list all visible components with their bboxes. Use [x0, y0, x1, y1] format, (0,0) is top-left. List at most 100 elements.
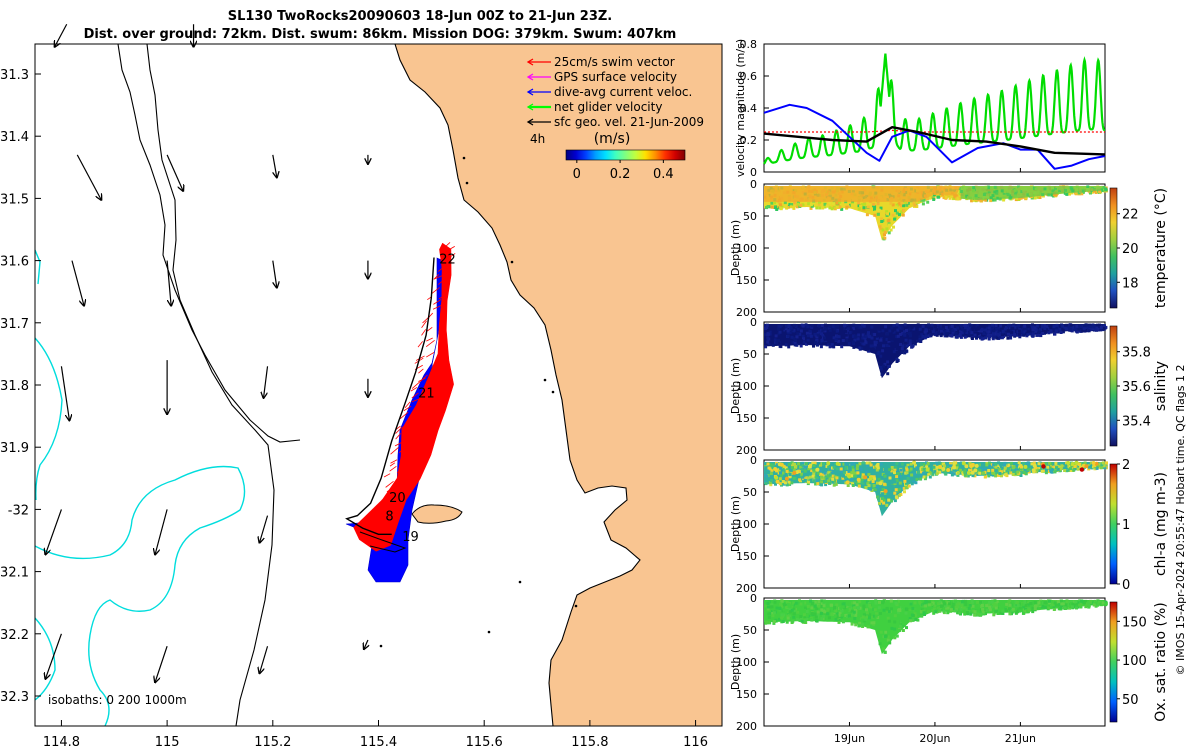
chl-a-sample — [994, 465, 998, 469]
chl-a-highlight — [792, 470, 797, 475]
salinity-sample — [900, 327, 904, 331]
oxygen-sample — [942, 609, 946, 613]
salinity-sample — [980, 327, 984, 331]
salinity-sample — [815, 343, 819, 347]
swim-vector — [438, 294, 447, 300]
oxygen-sample — [814, 617, 817, 621]
chl-a-sample — [883, 474, 887, 478]
oxygen-sample — [838, 613, 842, 617]
temperature-sample — [942, 196, 946, 200]
chl-a-sample — [832, 483, 836, 487]
chl-a-sample — [1010, 471, 1014, 475]
chl-a-colorbar — [1109, 463, 1118, 585]
salinity-colorbar — [1109, 325, 1118, 447]
chl-a-sample — [1046, 465, 1050, 469]
chl-a-sample — [765, 474, 769, 478]
salinity-sample — [1073, 326, 1077, 330]
chl-a-sample — [869, 487, 873, 491]
chl-a-sample — [1101, 461, 1105, 465]
oxygen-sample — [852, 610, 856, 614]
oxygen-sample — [975, 603, 979, 607]
chl-a-sample — [860, 477, 864, 481]
salinity-sample — [928, 330, 931, 334]
oxygen-sample — [1022, 605, 1026, 609]
oxygen-sample — [884, 630, 888, 634]
oxygen-sample — [1077, 601, 1081, 605]
temperature-sample — [898, 213, 901, 217]
oxygen-sample — [826, 608, 830, 612]
chl-a-sample — [963, 470, 967, 474]
chl-a-sample — [828, 467, 832, 471]
oxygen-sample — [914, 609, 918, 613]
salinity-sample — [1049, 330, 1053, 334]
oxygen-sample — [787, 602, 791, 606]
salinity-sample — [1091, 323, 1095, 327]
oxygen-sample — [993, 599, 997, 603]
salinity-sample — [1040, 325, 1044, 329]
salinity-sample — [887, 325, 891, 329]
salinity-sample — [1026, 330, 1030, 334]
swim-vector — [426, 352, 435, 358]
chl-a-sample — [808, 465, 812, 469]
oxygen-sample — [1068, 601, 1072, 605]
chl-a-sample — [1027, 464, 1030, 468]
chl-a-sample — [892, 496, 896, 500]
chl-a-sample — [922, 463, 926, 467]
salinity-sample — [823, 327, 827, 331]
oxygen-sample — [1053, 601, 1057, 605]
salinity-sample — [860, 323, 864, 327]
salinity-sample — [804, 323, 808, 327]
salinity-sample — [948, 328, 952, 332]
geo-velocity-vector-17 — [45, 633, 62, 679]
chl-a-y-tick-label: 150 — [736, 550, 757, 563]
temperature-sample — [776, 206, 780, 210]
chl-a-sample — [797, 469, 801, 473]
chl-a-sample — [893, 499, 897, 503]
oxygen-sample — [864, 617, 868, 621]
temperature-sample — [881, 228, 885, 232]
salinity-sample — [1104, 325, 1108, 329]
oxygen-section-fill — [764, 600, 1105, 655]
oxygen-sample — [885, 606, 889, 610]
salinity-sample — [1006, 324, 1010, 328]
salinity-sample — [918, 335, 922, 339]
chl-a-sample — [944, 463, 948, 467]
oxygen-sample — [962, 609, 966, 613]
oxygen-sample — [872, 614, 876, 618]
salinity-sample — [828, 345, 832, 349]
oxygen-sample — [799, 615, 803, 618]
oxygen-sample — [805, 610, 809, 613]
chl-a-sample — [803, 469, 807, 473]
salinity-sample — [805, 331, 809, 335]
swim-vector — [443, 261, 451, 267]
salinity-sample — [923, 336, 927, 340]
chl-a-highlight — [875, 463, 880, 468]
chl-a-sample — [1054, 461, 1058, 465]
salinity-sample — [857, 333, 861, 337]
salinity-sample — [903, 323, 907, 327]
chl-a-sample — [909, 462, 913, 466]
oxygen-sample — [813, 612, 817, 616]
geo-velocity-vector-10 — [60, 366, 69, 420]
chl-a-highlight — [952, 465, 956, 470]
oxygen-sample — [923, 613, 926, 616]
salinity-sample — [845, 325, 848, 329]
temperature-cool-layer — [960, 186, 1105, 200]
chl-a-sample — [998, 472, 1002, 475]
salinity-sample — [796, 332, 800, 336]
salinity-sample — [896, 328, 900, 332]
temperature-sample — [865, 213, 869, 217]
salinity-sample — [801, 334, 805, 338]
salinity-sample — [932, 328, 936, 331]
chl-a-sample — [899, 468, 903, 472]
salinity-sample — [858, 343, 862, 347]
map-y-tick-label: 31.6 — [0, 255, 29, 270]
oxygen-sample — [792, 601, 796, 605]
oxygen-sample — [954, 609, 958, 613]
temperature-sample — [1033, 196, 1037, 200]
oxygen-sample — [1043, 605, 1047, 609]
chl-a-sample — [780, 474, 784, 478]
temperature-sample — [984, 198, 988, 202]
salinity-sample — [789, 326, 793, 330]
chl-a-sample — [950, 471, 954, 475]
